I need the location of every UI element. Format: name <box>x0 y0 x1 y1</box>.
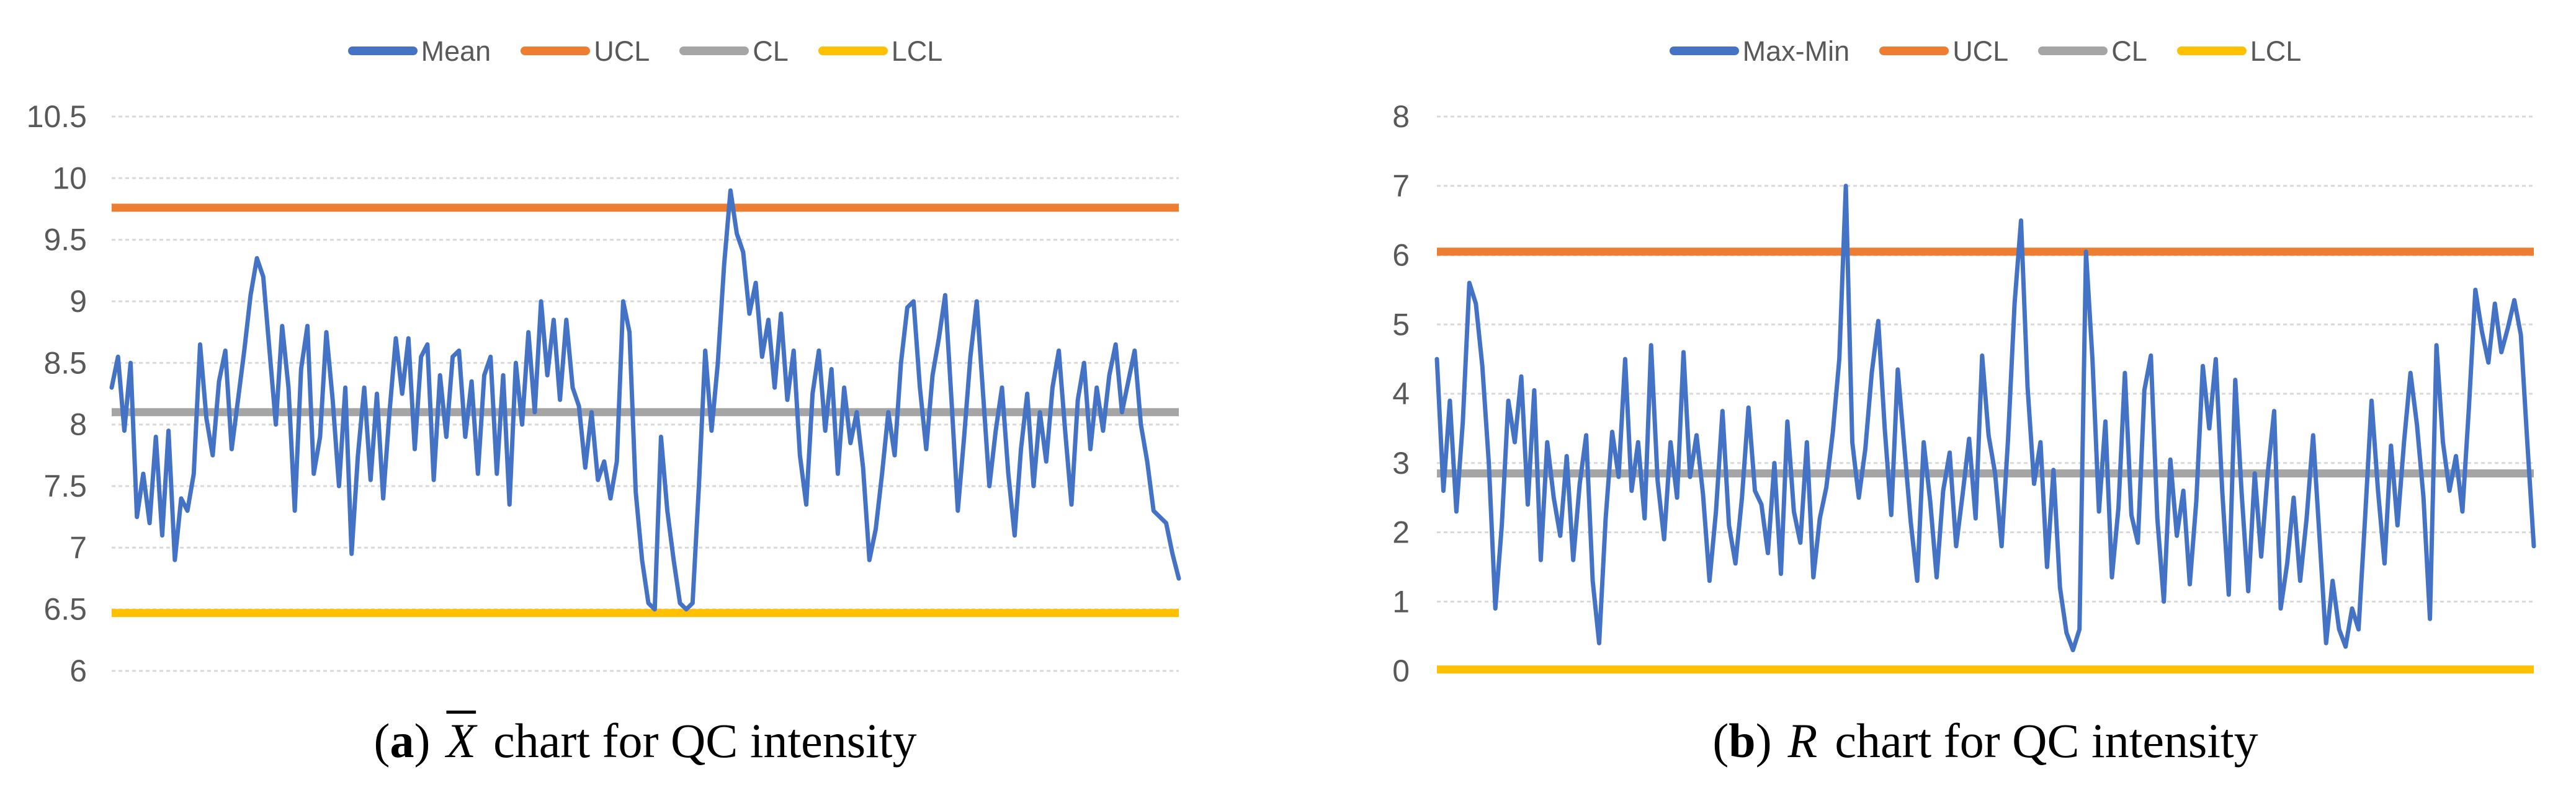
legend-swatch-ucl-icon <box>1879 47 1949 55</box>
legend-item-ucl: UCL <box>521 37 650 65</box>
y-axis-tick-label: 3 <box>1392 446 1410 481</box>
legend-label: UCL <box>1952 35 2009 67</box>
y-axis-tick-label: 6 <box>69 654 87 688</box>
legend-item-cl: CL <box>2038 37 2147 65</box>
legend-swatch-max-min-icon <box>1669 47 1739 55</box>
legend-swatch-ucl-icon <box>521 47 591 55</box>
legend-swatch-lcl-icon <box>818 47 888 55</box>
caption-a-letter: a <box>390 714 414 768</box>
legend-label: Mean <box>421 35 491 67</box>
legend-item-lcl: LCL <box>2176 35 2302 67</box>
y-axis-tick-label: 4 <box>1392 376 1410 411</box>
legend-swatch-cl-icon <box>2038 47 2108 55</box>
y-axis-tick-label: 7.5 <box>43 469 87 503</box>
y-axis-tick-label: 6.5 <box>43 592 87 627</box>
r-chart: 8 7 6 5 4 3 2 1 0 <box>1392 99 2536 688</box>
y-axis-tick-label: 10 <box>52 161 87 195</box>
caption-b-paren-close: ) <box>1755 714 1772 768</box>
legend-item-ucl: UCL <box>1879 37 2008 65</box>
legend-swatch-lcl-icon <box>2176 47 2247 55</box>
legend-item-lcl: LCL <box>818 35 943 67</box>
legend-label: UCL <box>594 35 650 67</box>
panel-a: 10.5 10 9.5 9 8.5 8 7.5 7 6.5 6 Mean UCL CL LCL (a) X… <box>27 32 1181 770</box>
y-axis-tick-label: 6 <box>1392 238 1410 273</box>
y-axis-tick-label: 9.5 <box>43 223 87 257</box>
legend-label: LCL <box>891 35 943 67</box>
caption-b-symbol: R <box>1787 714 1818 768</box>
legend-item-cl: CL <box>679 37 789 65</box>
legend-swatch-cl-icon <box>679 47 749 55</box>
y-axis-tick-label: 2 <box>1392 515 1410 550</box>
caption-a-paren-close: ) <box>414 714 431 768</box>
legend-label: Max-Min <box>1742 35 1850 67</box>
series-line-mean <box>109 188 1181 612</box>
caption-a-symbol: X <box>446 714 476 768</box>
legend-a: Mean UCL CL LCL <box>112 32 1179 69</box>
legend-item-max-min: Max-Min <box>1669 35 1850 67</box>
legend-b: Max-Min UCL CL LCL <box>1437 32 2534 69</box>
y-axis-tick-label: 5 <box>1392 307 1410 342</box>
legend-label: LCL <box>2250 35 2302 67</box>
legend-item-mean: Mean <box>347 35 491 67</box>
caption-b-paren-open: ( <box>1712 714 1729 768</box>
y-axis-tick-label: 0 <box>1392 654 1410 688</box>
y-axis-tick-label: 7 <box>1392 169 1410 203</box>
y-axis-tick-label: 8.5 <box>43 345 87 380</box>
caption-b-letter: b <box>1729 714 1756 768</box>
y-axis-tick-label: 9 <box>69 284 87 319</box>
legend-swatch-mean-icon <box>347 47 418 55</box>
caption-b-text: chart for QC intensity <box>1835 714 2258 768</box>
y-axis-tick-label: 8 <box>1392 99 1410 134</box>
y-axis-tick-label: 7 <box>69 530 87 565</box>
y-axis-tick-label: 8 <box>69 407 87 442</box>
series-line-max-min <box>1434 184 2536 652</box>
caption-a-paren-open: ( <box>373 714 390 768</box>
legend-label: CL <box>2111 35 2147 67</box>
y-axis-tick-label: 10.5 <box>27 99 87 134</box>
xbar-chart: 10.5 10 9.5 9 8.5 8 7.5 7 6.5 6 <box>27 99 1181 688</box>
y-axis-tick-label: 1 <box>1392 584 1410 619</box>
legend-label: CL <box>753 35 789 67</box>
caption-a-text: chart for QC intensity <box>493 714 917 768</box>
